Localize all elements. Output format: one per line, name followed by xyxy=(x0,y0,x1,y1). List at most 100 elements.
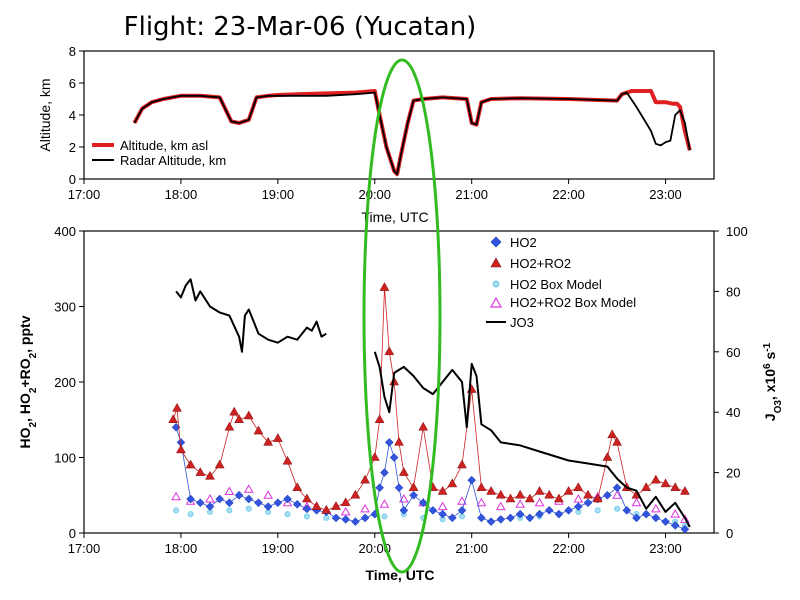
bottom-legend: HO2 HO2+RO2 HO2 Box Model HO2+RO2 Box Mo… xyxy=(486,235,636,330)
top-y-tick-label: 0 xyxy=(69,172,76,187)
point-ho2 xyxy=(515,509,525,519)
bottom-series-group xyxy=(168,278,691,534)
point-ho2-ro2-box-model xyxy=(282,497,293,507)
point-ho2 xyxy=(603,490,612,500)
point-ho2-ro2 xyxy=(573,482,584,491)
bottom-x-tick-label: 23:00 xyxy=(649,541,682,556)
point-ho2-ro2 xyxy=(394,436,404,446)
point-ho2 xyxy=(438,509,447,519)
point-ho2-ro2 xyxy=(466,384,477,393)
point-ho2-ro2-box-model xyxy=(171,491,181,501)
point-ho2-ro2 xyxy=(243,410,254,420)
point-ho2 xyxy=(447,513,457,523)
point-ho2 xyxy=(399,505,409,515)
legend-label-jo3: JO3 xyxy=(510,315,534,330)
point-ho2 xyxy=(375,483,384,493)
point-ho2 xyxy=(641,509,651,519)
point-ho2-ro2-box-model xyxy=(534,497,545,507)
point-ho2-box-model xyxy=(594,507,601,514)
legend-marker-ho2-box xyxy=(492,280,500,288)
point-ho2 xyxy=(263,502,273,511)
point-ho2 xyxy=(564,505,573,515)
bottom-y-tick-label: 400 xyxy=(54,224,76,239)
top-x-tick-label: 20:00 xyxy=(358,187,391,202)
point-ho2 xyxy=(351,517,360,527)
top-y-tick-label: 8 xyxy=(69,44,76,59)
top-y-ticks: 0 2 4 6 8 xyxy=(69,44,84,187)
point-ho2-ro2-box-model xyxy=(340,506,351,516)
point-ho2 xyxy=(544,505,554,515)
point-ho2-ro2-box-model xyxy=(398,494,409,503)
point-ho2 xyxy=(670,521,680,530)
point-ho2 xyxy=(234,490,244,500)
point-ho2-ro2 xyxy=(563,485,574,495)
bottom-right-y-tick-label: 0 xyxy=(726,526,733,541)
point-ho2 xyxy=(341,515,351,524)
point-ho2 xyxy=(583,498,593,508)
point-ho2-ro2-box-model xyxy=(631,497,642,507)
point-ho2-ro2 xyxy=(476,482,487,491)
point-ho2-ro2 xyxy=(340,497,351,507)
point-ho2 xyxy=(360,513,370,523)
bottom-right-y-tick-label: 100 xyxy=(726,224,748,239)
bottom-y-tick-label: 200 xyxy=(54,375,76,390)
point-ho2-ro2-box-model xyxy=(495,501,506,511)
point-ho2-ro2 xyxy=(437,485,448,495)
point-ho2-ro2 xyxy=(224,421,235,431)
top-legend: Altitude, km asl Radar Altitude, km xyxy=(92,138,226,168)
point-ho2-ro2 xyxy=(408,482,419,491)
point-ho2-ro2-box-model xyxy=(263,490,274,499)
point-ho2-ro2 xyxy=(592,493,603,503)
point-ho2-ro2 xyxy=(660,478,671,488)
point-ho2-ro2 xyxy=(205,470,215,480)
bottom-x-axis-label: Time, UTC xyxy=(366,567,435,583)
point-ho2-ro2 xyxy=(544,489,555,499)
bottom-right-y-tick-label: 60 xyxy=(726,345,740,360)
series-line-jo3 xyxy=(175,278,327,353)
point-ho2 xyxy=(428,505,438,515)
point-ho2-box-model xyxy=(381,513,388,520)
point-ho2-ro2-box-model xyxy=(573,494,584,503)
point-ho2 xyxy=(535,509,544,519)
point-ho2 xyxy=(612,483,622,493)
point-ho2-ro2-box-model xyxy=(612,490,622,499)
point-ho2-ro2 xyxy=(612,436,623,446)
point-ho2-ro2-box-model xyxy=(650,503,661,513)
point-ho2-ro2 xyxy=(321,504,332,514)
bottom-y-axis-label-right: JO3, x106 s-1 xyxy=(762,342,784,421)
point-ho2 xyxy=(186,494,195,504)
bottom-right-y-tick-label: 40 xyxy=(726,405,740,420)
point-ho2-box-model xyxy=(303,513,310,520)
point-ho2 xyxy=(380,468,389,477)
legend-marker-ho2 xyxy=(490,236,502,248)
point-ho2-ro2 xyxy=(263,436,274,446)
point-ho2-ro2 xyxy=(253,425,264,435)
point-ho2-ro2 xyxy=(457,459,467,469)
point-ho2 xyxy=(394,483,404,493)
point-ho2 xyxy=(254,498,263,508)
bottom-x-tick-label: 18:00 xyxy=(165,541,198,556)
point-ho2-ro2-box-model xyxy=(515,499,526,508)
point-ho2-box-model xyxy=(245,505,252,512)
point-ho2-ro2 xyxy=(229,406,240,416)
point-ho2-ro2 xyxy=(515,489,526,499)
point-ho2-ro2 xyxy=(650,474,661,484)
point-ho2-ro2 xyxy=(418,421,429,431)
point-ho2 xyxy=(622,505,632,515)
point-ho2 xyxy=(477,513,486,523)
point-ho2-box-model xyxy=(226,507,233,514)
point-ho2 xyxy=(273,498,283,508)
point-ho2-ro2 xyxy=(195,467,206,476)
top-y-tick-label: 6 xyxy=(69,76,76,91)
point-ho2-ro2-box-model xyxy=(243,484,254,493)
top-x-tick-label: 22:00 xyxy=(552,187,585,202)
point-ho2-ro2 xyxy=(185,459,196,469)
point-ho2-ro2 xyxy=(534,485,545,495)
point-ho2-ro2 xyxy=(398,467,409,476)
point-ho2-ro2-box-model xyxy=(224,486,235,495)
point-ho2 xyxy=(384,438,394,447)
point-ho2-ro2 xyxy=(350,489,361,499)
point-ho2-ro2 xyxy=(447,478,458,488)
point-ho2-ro2-box-model xyxy=(360,503,370,513)
